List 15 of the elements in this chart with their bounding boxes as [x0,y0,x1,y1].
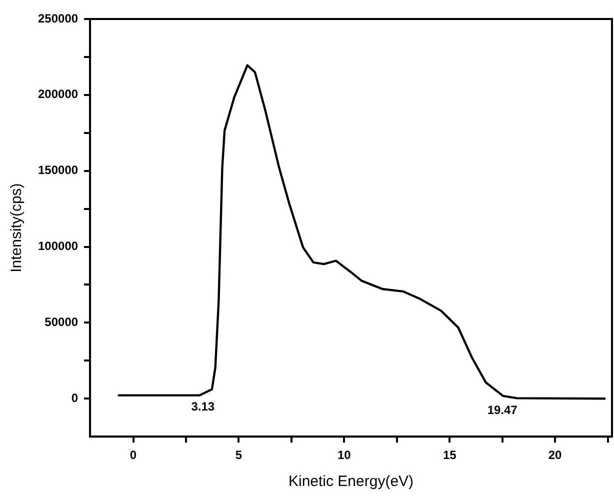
y-tick-label: 250000 [38,11,78,26]
x-tick-label: 15 [442,448,457,462]
y-tick-label: 200000 [38,87,78,102]
x-tick-label: 20 [548,448,562,462]
x-tick-label: 5 [235,448,242,462]
annotation: 19.47 [487,402,518,417]
y-tick-label: 0 [71,390,78,405]
y-tick-label: 100000 [38,239,78,254]
y-tick-label: 150000 [38,163,78,178]
x-axis-title: Kinetic Energy(eV) [288,473,414,490]
y-axis-title: Intensity(cps) [8,183,26,272]
annotation: 3.13 [191,400,215,414]
x-tick-label: 10 [337,448,352,462]
y-tick-label: 50000 [44,315,78,330]
x-tick-label: 0 [130,448,137,462]
